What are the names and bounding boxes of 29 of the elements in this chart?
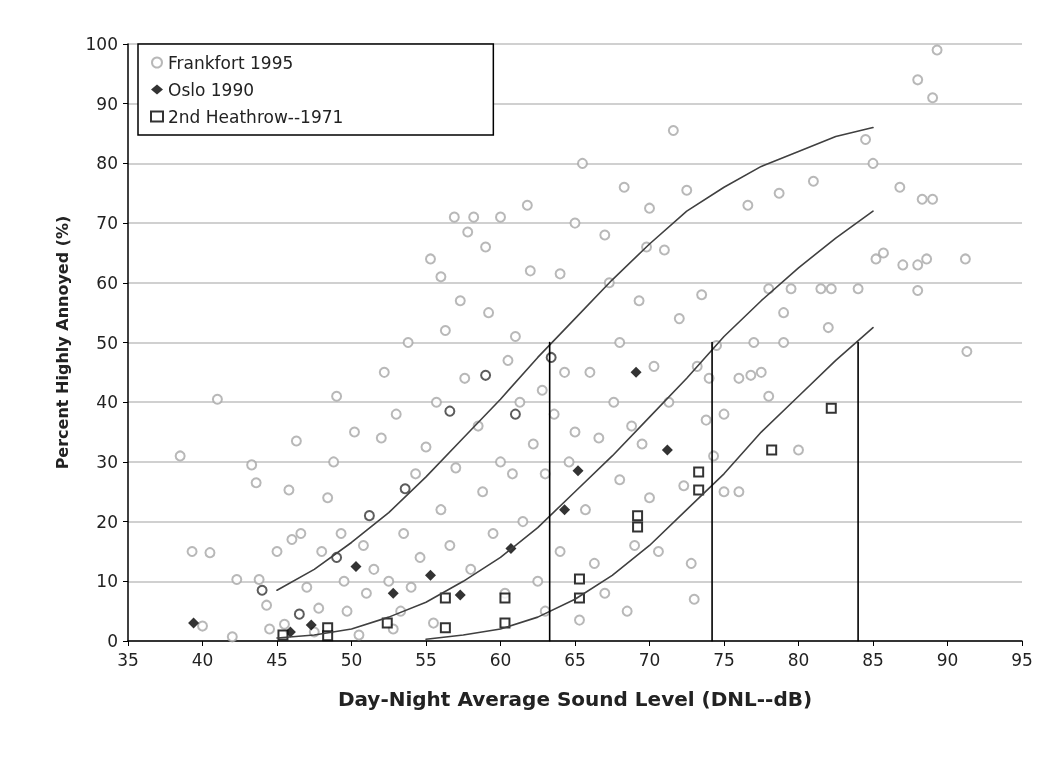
x-tick-label: 60 [489, 649, 512, 670]
x-tick-label: 80 [787, 649, 810, 670]
y-tick-label: 70 [96, 213, 118, 234]
y-tick-label: 0 [107, 631, 118, 651]
legend-label: 2nd Heathrow--1971 [168, 106, 344, 127]
y-tick-label: 90 [96, 93, 118, 114]
x-tick-label: 90 [936, 649, 959, 670]
x-tick-label: 70 [638, 649, 661, 670]
y-tick-label: 100 [85, 34, 118, 54]
y-tick-label: 50 [96, 332, 118, 353]
y-tick-label: 60 [96, 272, 118, 293]
legend-label: Frankfort 1995 [168, 52, 294, 73]
x-tick-label: 65 [564, 649, 586, 670]
x-tick-label: 75 [713, 649, 735, 670]
x-tick-label: 40 [191, 649, 214, 670]
x-tick-label: 85 [862, 649, 884, 670]
x-tick-label: 95 [1011, 649, 1033, 670]
x-tick-label: 35 [117, 649, 139, 670]
x-axis-title: Day-Night Average Sound Level (DNL--dB) [337, 687, 813, 711]
x-tick-label: 55 [415, 649, 437, 670]
y-axis-title: Percent Highly Annoyed (%) [52, 215, 72, 470]
y-tick-label: 80 [96, 153, 118, 174]
x-tick-label: 45 [266, 649, 288, 670]
y-tick-label: 30 [96, 451, 118, 472]
y-tick-label: 20 [96, 511, 118, 532]
legend-label: Oslo 1990 [168, 79, 255, 100]
y-tick-label: 40 [96, 392, 118, 413]
y-tick-label: 10 [96, 571, 118, 592]
x-tick-label: 50 [340, 649, 363, 670]
